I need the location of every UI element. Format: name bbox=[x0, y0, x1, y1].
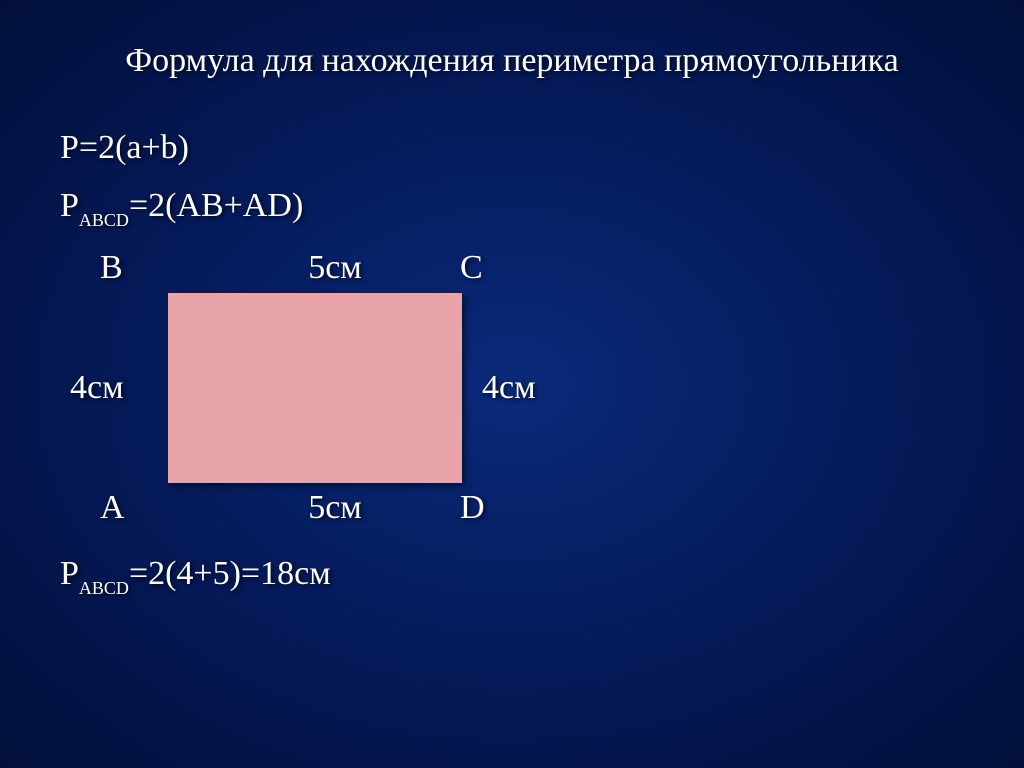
slide-title: Формула для нахождения периметра прямоуг… bbox=[60, 40, 964, 83]
result-rest: =2(4+5)=18см bbox=[129, 555, 331, 592]
formula-abcd-p: P bbox=[60, 187, 79, 224]
diagram-mid-row: 4см 4см bbox=[60, 293, 580, 483]
diagram-bottom-row: A 5см D bbox=[60, 483, 580, 533]
vertex-top-left: B bbox=[60, 243, 220, 293]
rectangle-shape bbox=[168, 293, 462, 483]
result-p: P bbox=[60, 555, 79, 592]
slide-content: P=2(a+b) PABCD=2(AB+AD) B 5см C 4см 4см … bbox=[60, 121, 964, 602]
edge-label-bottom: 5см bbox=[220, 483, 450, 533]
result-sub: ABCD bbox=[79, 578, 129, 598]
rectangle-diagram: B 5см C 4см 4см A 5см D bbox=[60, 243, 580, 533]
vertex-bottom-left: A bbox=[60, 483, 220, 533]
diagram-top-row: B 5см C bbox=[60, 243, 580, 293]
formula-result: PABCD=2(4+5)=18см bbox=[60, 547, 964, 601]
formula-abcd: PABCD=2(AB+AD) bbox=[60, 179, 964, 233]
edge-label-right: 4см bbox=[462, 361, 580, 415]
formula-abcd-rest: =2(AB+AD) bbox=[129, 187, 303, 224]
formula-abcd-sub: ABCD bbox=[79, 210, 129, 230]
formula-general: P=2(a+b) bbox=[60, 121, 964, 175]
slide: Формула для нахождения периметра прямоуг… bbox=[0, 0, 1024, 768]
edge-label-left: 4см bbox=[60, 361, 168, 415]
vertex-bottom-right: D bbox=[450, 483, 580, 533]
vertex-top-right: C bbox=[450, 243, 580, 293]
edge-label-top: 5см bbox=[220, 243, 450, 293]
